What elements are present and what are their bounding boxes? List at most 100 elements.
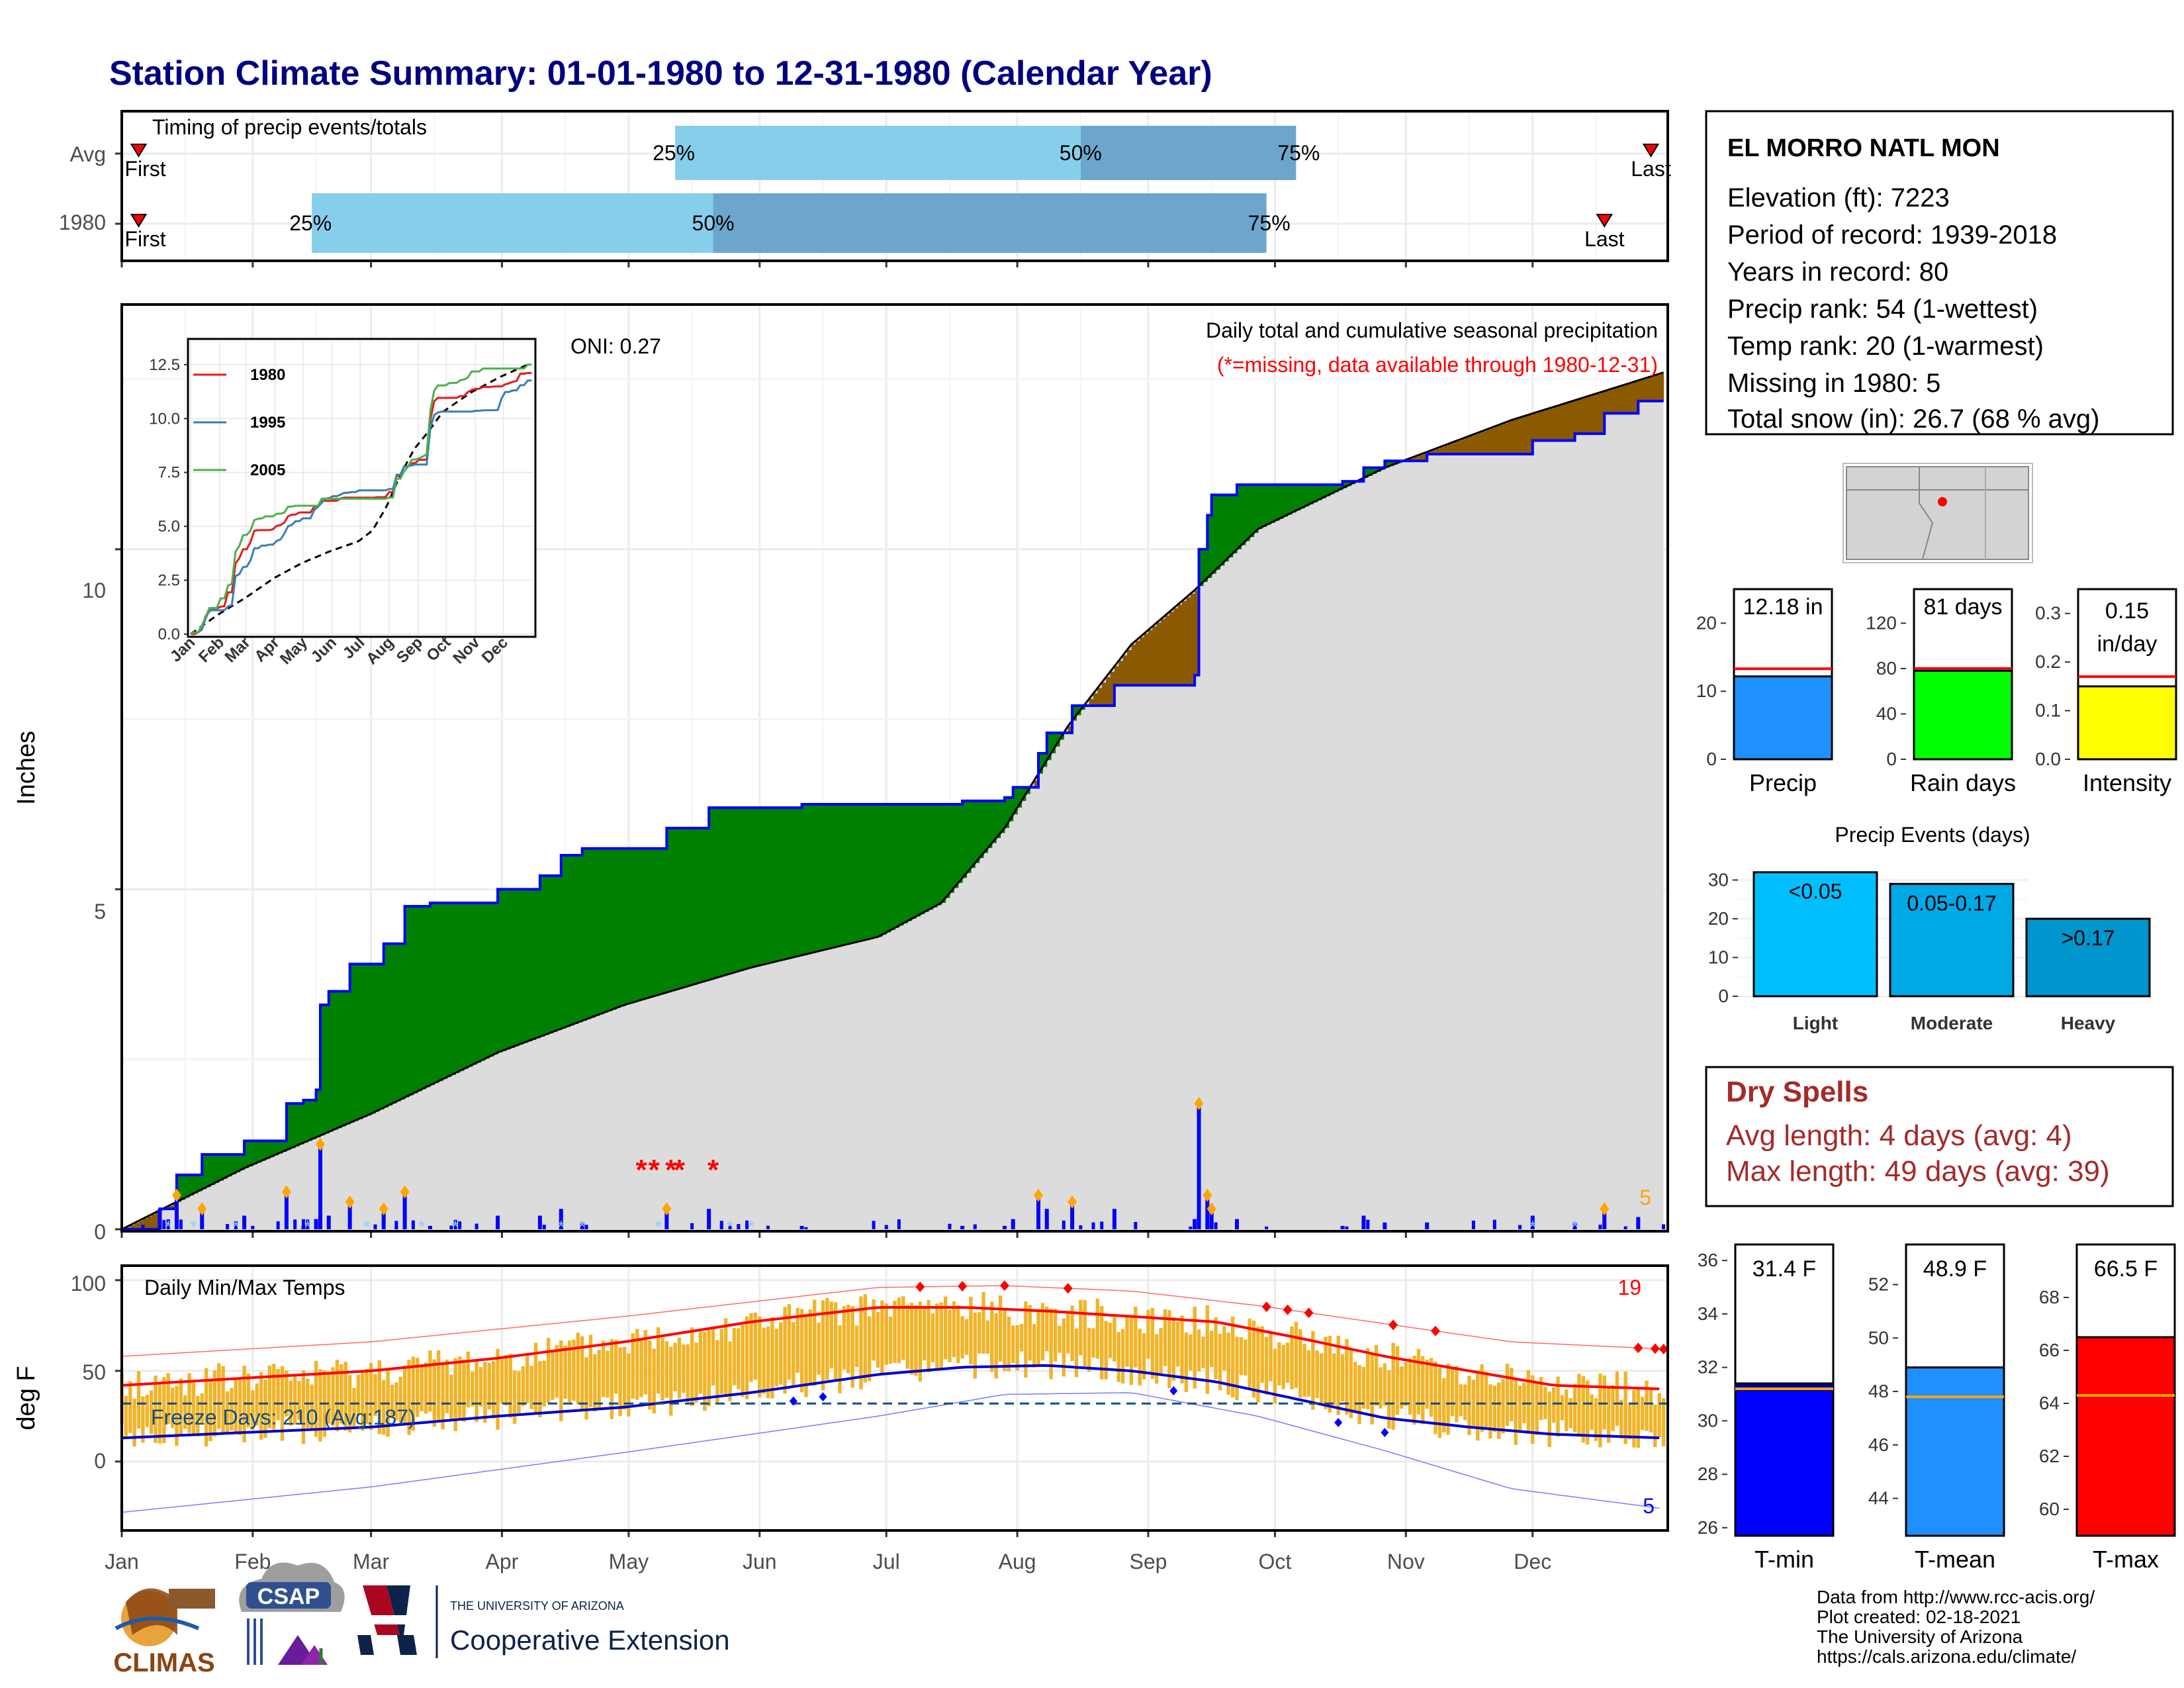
missing-day-marker: * (674, 1154, 686, 1186)
below-normal-fill (1490, 428, 1495, 454)
daily-temp-bar (1007, 1316, 1011, 1372)
daily-temp-bar (778, 1322, 783, 1385)
record-precip-marker (1194, 1096, 1204, 1110)
above-normal-fill (929, 804, 934, 910)
daily-precip-bar (559, 1209, 563, 1229)
daily-temp-bar (124, 1396, 128, 1436)
record-precip-marker (379, 1202, 388, 1216)
daily-temp-bar (909, 1303, 914, 1375)
daily-precip-bar (381, 1209, 386, 1229)
daily-temp-bar (741, 1325, 745, 1397)
inset-ytick-label: 5.0 (158, 518, 180, 536)
daily-temp-bar (682, 1344, 686, 1393)
summary-bar-unit: in/day (2097, 632, 2158, 657)
daily-temp-bar (1244, 1339, 1248, 1376)
daily-temp-bar (783, 1307, 787, 1394)
daily-temp-bar (648, 1340, 652, 1410)
daily-temp-bar (259, 1372, 263, 1440)
daily-temp-bar (960, 1316, 964, 1359)
observed-cumulative-line (122, 399, 1664, 1231)
svg-text:CSAP: CSAP (257, 1584, 320, 1609)
temp-summary-ytick-label: 52 (1868, 1274, 1889, 1295)
daily-temp-bar (285, 1370, 289, 1417)
small-precip-bar (542, 1225, 546, 1229)
daily-temp-bar (335, 1360, 340, 1432)
inset-ytick-label: 0.0 (158, 626, 180, 643)
above-normal-fill (1275, 485, 1280, 521)
above-normal-fill (848, 804, 853, 945)
daily-temp-bar (246, 1373, 251, 1428)
below-normal-fill (151, 1214, 156, 1229)
daily-temp-bar (1450, 1368, 1455, 1417)
daily-temp-bar (141, 1396, 145, 1443)
daily-temp-bar (1100, 1305, 1104, 1380)
above-normal-fill (949, 804, 954, 893)
below-normal-fill (1439, 447, 1445, 454)
above-normal-fill (1321, 485, 1326, 498)
daily-temp-bar (1079, 1299, 1083, 1356)
daily-temp-bar (1036, 1310, 1040, 1367)
daily-temp-bar (356, 1375, 361, 1416)
daily-precip-bar (1209, 1209, 1214, 1229)
above-normal-fill (493, 902, 498, 1055)
below-normal-fill (1140, 637, 1145, 686)
snow-marker: * (190, 1217, 197, 1237)
above-normal-fill (658, 848, 663, 995)
above-normal-fill (903, 804, 908, 923)
daily-temp-bar (762, 1328, 766, 1394)
above-normal-fill (933, 804, 938, 908)
daily-temp-bar (842, 1306, 846, 1370)
daily-temp-bar (1120, 1329, 1125, 1383)
daily-temp-bar (1471, 1380, 1476, 1427)
daily-temp-bar (1269, 1331, 1273, 1382)
above-normal-fill (218, 1154, 224, 1181)
daily-temp-bar (1366, 1348, 1370, 1409)
daily-temp-bar (373, 1374, 377, 1417)
normal-max-line (121, 1306, 1660, 1391)
above-normal-fill (776, 808, 782, 962)
small-precip-bar (179, 1219, 183, 1229)
daily-temp-bar (719, 1329, 724, 1394)
below-normal-fill (1177, 604, 1183, 686)
below-normal-fill (1558, 405, 1563, 441)
daily-precip-bar (1530, 1215, 1535, 1229)
daily-temp-bar (1459, 1384, 1463, 1417)
above-normal-fill (1232, 494, 1238, 553)
small-precip-bar (897, 1219, 901, 1229)
below-normal-fill (1503, 423, 1508, 454)
daily-temp-bar (1619, 1399, 1623, 1439)
temp-summary-label: T-min (1754, 1546, 1814, 1573)
above-normal-fill (920, 804, 925, 915)
daily-temp-bar (462, 1359, 466, 1423)
daily-temp-bar (234, 1378, 238, 1432)
above-normal-fill (341, 991, 346, 1127)
dry-spells-max: Max length: 49 days (avg: 39) (1726, 1155, 2110, 1188)
daily-temp-bar (394, 1382, 398, 1421)
above-normal-fill (1296, 485, 1301, 511)
record-high-marker (1261, 1301, 1271, 1313)
daily-temp-bar (340, 1364, 343, 1424)
above-normal-fill (333, 991, 338, 1131)
summary-bar-label: Rain days (1910, 769, 2016, 796)
above-normal-fill (379, 964, 385, 1110)
above-normal-fill (214, 1154, 220, 1183)
daily-precip-bar (1602, 1209, 1607, 1229)
above-normal-fill (983, 800, 989, 853)
above-normal-fill (890, 804, 895, 931)
daily-temp-bar (905, 1304, 909, 1369)
small-precip-bar (1345, 1226, 1349, 1229)
record-low-marker (1381, 1428, 1389, 1438)
record-low-marker (819, 1392, 827, 1402)
above-normal-fill (688, 827, 693, 986)
daily-temp-bar (1167, 1310, 1171, 1389)
daily-temp-bar (1163, 1309, 1167, 1366)
daily-temp-bar (1572, 1383, 1577, 1432)
daily-temp-bar (914, 1305, 918, 1376)
station-precip-rank: Precip rank: 54 (1-wettest) (1727, 295, 2038, 324)
daily-temp-bar (1455, 1366, 1459, 1423)
last-event-label: Last (1631, 157, 1671, 181)
daily-temp-bar (551, 1351, 555, 1400)
record-high-marker (1283, 1304, 1293, 1315)
missing-day-marker: * (635, 1154, 647, 1186)
daily-temp-bar (496, 1348, 500, 1430)
